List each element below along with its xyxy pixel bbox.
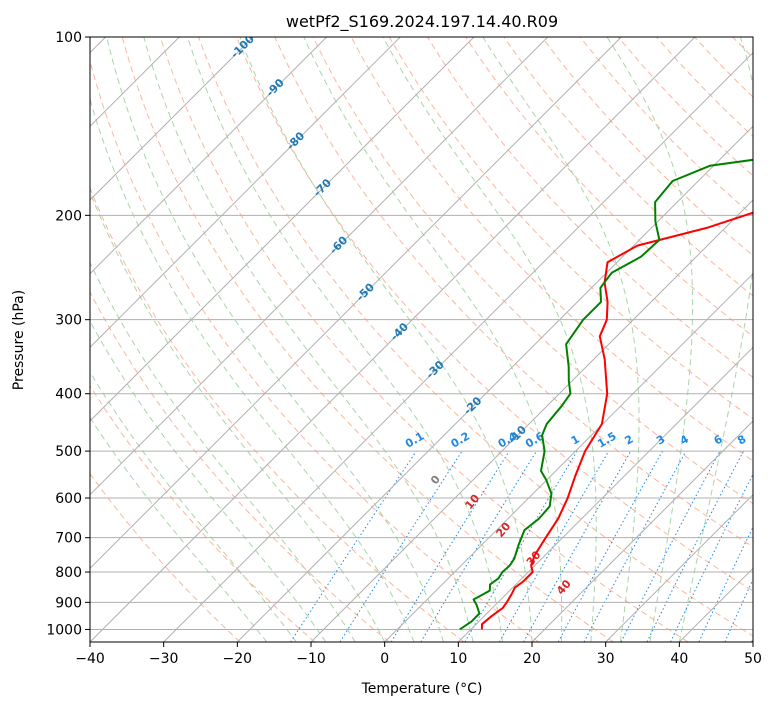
moist-adiabat-line	[106, 37, 445, 642]
moist-adiabat-line	[482, 37, 640, 642]
moist-adiabat-line	[90, 320, 327, 642]
y-tick-label: 400	[55, 387, 82, 403]
dry-adiabat-line	[465, 37, 753, 338]
dry-adiabat-line	[159, 37, 689, 642]
dry-adiabat-line	[274, 37, 753, 548]
y-tick-label: 800	[55, 565, 82, 581]
moist-adiabat-line	[90, 261, 356, 642]
mixing-ratio-line	[670, 473, 753, 642]
isotherm-line	[90, 37, 549, 496]
y-tick-label: 200	[55, 208, 82, 224]
chart-title: wetPf2_S169.2024.197.14.40.R09	[286, 12, 558, 32]
dry-adiabat-line	[90, 186, 465, 642]
dry-adiabat-line	[503, 37, 753, 297]
isotherm-line	[90, 37, 475, 422]
moist-adiabat-line	[90, 190, 386, 642]
y-tick-label: 900	[55, 595, 82, 611]
isotherm-line	[457, 346, 753, 642]
moist-adiabat-line	[239, 37, 533, 642]
x-tick-label: 0	[380, 651, 389, 667]
moist-adiabat-line	[678, 37, 753, 642]
x-tick-label: −30	[149, 651, 179, 667]
dry-adiabat-line	[312, 37, 753, 505]
temperature-profile-line	[480, 211, 753, 630]
isotherm-line	[90, 37, 254, 201]
y-axis-ticks: 100 200 300 400 500 600 700 800 900 1000	[46, 30, 90, 638]
isotherm-line	[236, 125, 753, 642]
x-tick-label: −10	[296, 651, 326, 667]
x-axis-ticks: −40 −30 −20 −10 0 10 20 30 40 50	[75, 642, 762, 667]
isotherm-line	[605, 493, 753, 642]
y-tick-label: 500	[55, 444, 82, 460]
sounding-profiles	[459, 158, 753, 631]
isotherm-line	[384, 272, 753, 642]
y-tick-label: 1000	[46, 622, 82, 638]
dry-adiabat-line	[388, 37, 753, 420]
y-axis-label: Pressure (hPa)	[11, 290, 27, 390]
x-tick-label: 30	[597, 651, 615, 667]
mixing-ratio-line	[557, 450, 663, 642]
y-tick-label: 700	[55, 531, 82, 547]
moist-adiabat-line	[90, 416, 268, 642]
dry-adiabat-line	[90, 472, 241, 642]
x-tick-label: 20	[523, 651, 541, 667]
dry-adiabat-line	[426, 37, 753, 378]
dry-adiabat-line	[350, 37, 753, 462]
dry-adiabat-line	[90, 384, 316, 642]
moist-adiabat-line	[382, 37, 597, 642]
mixing-ratio-line	[583, 450, 687, 642]
dry-adiabat-line	[121, 37, 614, 642]
isotherm-line	[90, 37, 328, 275]
x-tick-label: 40	[670, 651, 688, 667]
plot-frame	[89, 36, 754, 643]
x-tick-label: −40	[75, 651, 105, 667]
moist-adiabat-line	[606, 37, 694, 642]
x-tick-label: 50	[744, 651, 762, 667]
isotherm-line	[90, 37, 622, 570]
isotherm-line	[531, 420, 753, 642]
moist-adiabat-line	[90, 97, 415, 642]
y-tick-label: 100	[55, 30, 82, 46]
mixing-ratio-line	[390, 450, 510, 642]
isotherm-line	[90, 37, 696, 642]
moist-adiabat-line	[143, 37, 474, 642]
mixing-ratio-line	[646, 450, 744, 642]
moist-adiabat-line	[90, 370, 297, 642]
background-lines	[90, 37, 753, 642]
dry-adiabat-line	[90, 59, 540, 642]
x-axis-label: Temperature (°C)	[361, 681, 483, 697]
moist-adiabat-line	[303, 37, 563, 642]
x-tick-label: 10	[449, 651, 467, 667]
dry-adiabat-line	[236, 37, 753, 592]
dry-adiabat-line	[90, 291, 390, 642]
y-tick-label: 600	[55, 491, 82, 507]
dewpoint-profile-line	[459, 158, 753, 631]
mixing-ratio-line	[290, 450, 417, 642]
isotherm-line	[163, 51, 753, 642]
y-tick-label: 300	[55, 313, 82, 329]
isotherm-line	[90, 37, 401, 349]
moist-adiabat-line	[187, 37, 503, 642]
x-tick-label: −20	[223, 651, 253, 667]
mixing-ratio-line	[420, 450, 537, 642]
isotherm-line	[310, 199, 753, 642]
plot-area	[90, 37, 753, 642]
